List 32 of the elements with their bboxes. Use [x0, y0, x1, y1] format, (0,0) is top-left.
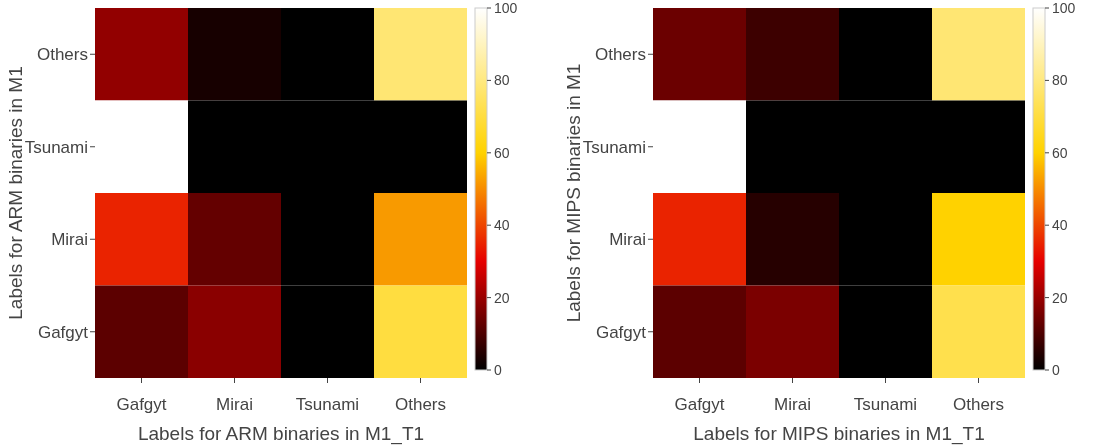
y-tick-label: Gafgyt: [37, 322, 89, 342]
y-tick-label: Others: [594, 45, 646, 65]
x-axis-title: Labels for MIPS binaries in M1_T1: [693, 423, 985, 445]
color-bar-label: 20: [494, 289, 510, 306]
y-tick-label: Mirai: [51, 230, 88, 250]
color-bar-label: 100: [494, 0, 518, 16]
x-tick-label: Tsunami: [853, 395, 918, 414]
y-tick-label: Tsunami: [582, 137, 646, 157]
color-bar-label: 0: [1052, 362, 1060, 378]
y-tick-label: Tsunami: [24, 137, 88, 157]
x-tick-label: Mirai: [216, 395, 253, 414]
x-axis-title: Labels for ARM binaries in M1_T1: [137, 423, 425, 445]
color-bar-label: 80: [1052, 72, 1068, 89]
y-tick-label: Gafgyt: [595, 322, 647, 342]
color-bar-label: 40: [494, 217, 510, 234]
y-tick-label: Mirai: [609, 230, 646, 250]
color-bar-label: 0: [494, 362, 502, 378]
color-bar-label: 20: [1052, 289, 1068, 306]
color-bar-label: 60: [1052, 144, 1068, 161]
x-tick-label: Mirai: [774, 395, 811, 414]
y-axis-title: Labels for ARM binaries in M1: [5, 66, 26, 320]
color-bar-label: 80: [494, 72, 510, 89]
color-bar-label: 40: [1052, 217, 1068, 234]
x-tick-label: Tsunami: [295, 395, 360, 414]
color-bar-label: 100: [1052, 0, 1076, 16]
x-tick-label: Others: [394, 395, 447, 414]
x-tick-label: Gafgyt: [116, 395, 167, 414]
x-tick-label: Others: [952, 395, 1005, 414]
y-tick-label: Others: [36, 45, 88, 65]
x-tick-label: Gafgyt: [674, 395, 725, 414]
color-bar-label: 60: [494, 144, 510, 161]
y-axis-title: Labels for MIPS binaries in M1: [563, 63, 584, 323]
